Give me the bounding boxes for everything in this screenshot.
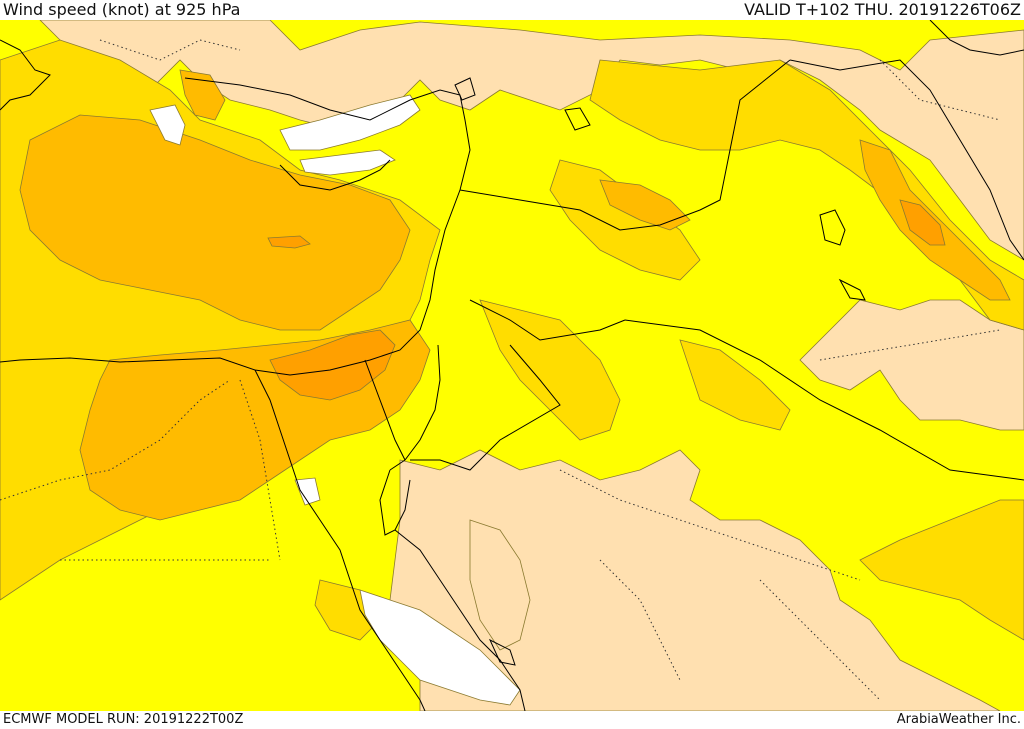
calm-zones [149,94,521,706]
valid-time: VALID T+102 THU. 20191226T06Z [744,0,1021,19]
wind-speed-map [0,20,1024,711]
model-run-label: ECMWF MODEL RUN: 20191222T00Z [3,712,244,727]
coastlines [0,20,1024,711]
header-bar: Wind speed (knot) at 925 hPa VALID T+102… [0,0,1024,20]
footer-bar: ECMWF MODEL RUN: 20191222T00Z ArabiaWeat… [0,711,1024,729]
very-strong-wind-zones [267,199,946,401]
country-borders [364,59,1024,481]
provincial-boundaries [0,39,1001,701]
low-wind-zones [39,20,1024,711]
map-title: Wind speed (knot) at 925 hPa [3,0,241,19]
map-area [0,20,1024,711]
credit-label: ArabiaWeather Inc. [896,712,1021,727]
